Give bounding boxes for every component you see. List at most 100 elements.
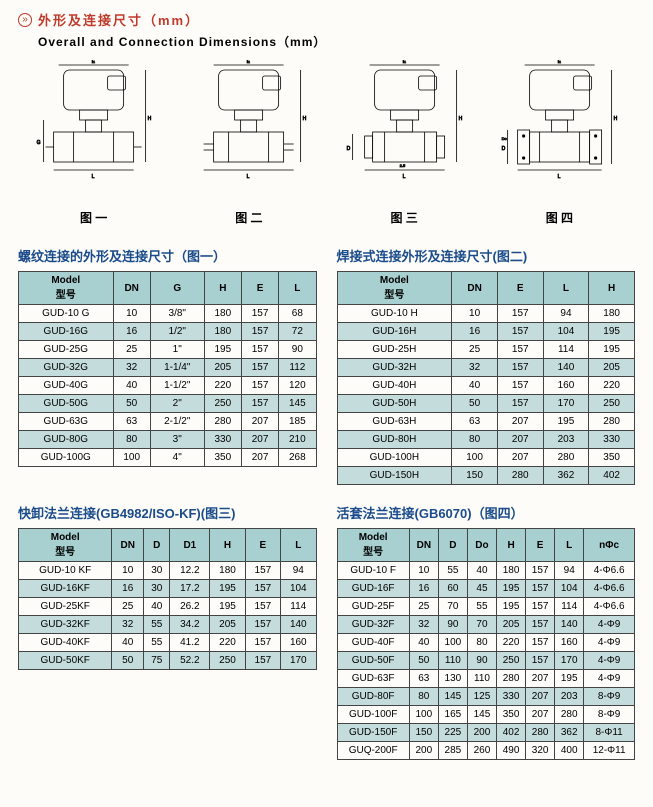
table-cell: 90 xyxy=(279,341,316,359)
table-cell: 207 xyxy=(526,688,555,706)
table-cell: 157 xyxy=(497,359,543,377)
table-cell: 402 xyxy=(497,724,526,742)
table-cell: 8-Φ9 xyxy=(584,706,635,724)
table-cell: 145 xyxy=(467,706,496,724)
svg-text:L: L xyxy=(557,174,560,180)
tables-row-1: 螺纹连接的外形及连接尺寸（图一） Model型号DNGHEL GUD-10 G1… xyxy=(18,246,635,485)
table-cell: 125 xyxy=(467,688,496,706)
table-row: GUD-63F631301102802071954-Φ9 xyxy=(337,670,635,688)
table-cell: 195 xyxy=(589,341,635,359)
table-cell: 94 xyxy=(281,562,316,580)
table-row: GUD-40H40157160220 xyxy=(337,377,635,395)
table-row: GUQ-200F20028526049032040012-Φ11 xyxy=(337,742,635,760)
title-cn: 外形及连接尺寸（mm） xyxy=(38,10,200,29)
table-row: GUD-100G1004"350207268 xyxy=(19,449,317,467)
table-cell: 170 xyxy=(281,652,316,670)
table-row: GUD-63G632-1/2"280207185 xyxy=(19,413,317,431)
table-cell: 32 xyxy=(409,616,438,634)
table-cell: 26.2 xyxy=(170,598,210,616)
table-cell: GUD-16F xyxy=(337,580,409,598)
table-cell: GUD-32G xyxy=(19,359,114,377)
table-cell: 157 xyxy=(526,634,555,652)
table-cell: 195 xyxy=(543,413,589,431)
table-cell: 185 xyxy=(279,413,316,431)
table-cell: 157 xyxy=(245,652,280,670)
table-cell: GUD-80H xyxy=(337,431,452,449)
table-cell: 25 xyxy=(112,598,144,616)
svg-text:H: H xyxy=(613,116,617,122)
table-cell: 157 xyxy=(241,323,278,341)
table-row: GUD-80H80207203330 xyxy=(337,431,635,449)
table-cell: 280 xyxy=(497,467,543,485)
table-cell: 120 xyxy=(279,377,316,395)
table-row: GUD-50F50110902501571704-Φ9 xyxy=(337,652,635,670)
table-cell: 250 xyxy=(589,395,635,413)
table-cell: GUD-32H xyxy=(337,359,452,377)
table-cell: 220 xyxy=(210,634,245,652)
table-header: Do xyxy=(467,529,496,562)
svg-text:L: L xyxy=(92,174,95,180)
table-cell: 205 xyxy=(589,359,635,377)
table-cell: GUD-10 G xyxy=(19,305,114,323)
table-cell: 94 xyxy=(555,562,584,580)
table-cell: 4" xyxy=(150,449,204,467)
table-header: Model型号 xyxy=(19,272,114,305)
table-cell: 52.2 xyxy=(170,652,210,670)
table-cell: 25 xyxy=(409,598,438,616)
table-cell: 104 xyxy=(543,323,589,341)
table-cell: 70 xyxy=(438,598,467,616)
table-cell: 170 xyxy=(555,652,584,670)
table-cell: GUD-40KF xyxy=(19,634,112,652)
table-cell: 140 xyxy=(543,359,589,377)
svg-text:E: E xyxy=(247,60,251,65)
svg-text:G: G xyxy=(37,140,41,146)
table-row: GUD-100H100207280350 xyxy=(337,449,635,467)
table-cell: 220 xyxy=(204,377,241,395)
table-cell: 195 xyxy=(497,598,526,616)
table-cell: 205 xyxy=(204,359,241,377)
table-cell: GUD-16H xyxy=(337,323,452,341)
table-cell: 157 xyxy=(241,395,278,413)
table-row: GUD-50KF507552.2250157170 xyxy=(19,652,317,670)
table-cell: 220 xyxy=(589,377,635,395)
table-cell: 268 xyxy=(279,449,316,467)
table-cell: 16 xyxy=(112,580,144,598)
table-cell: 110 xyxy=(467,670,496,688)
table-cell: 330 xyxy=(204,431,241,449)
table-cell: 157 xyxy=(241,377,278,395)
svg-text:D: D xyxy=(501,146,505,152)
table-header: E xyxy=(497,272,543,305)
table-cell: 280 xyxy=(543,449,589,467)
table3-title: 快卸法兰连接(GB4982/ISO-KF)(图三) xyxy=(18,503,317,522)
table-row: GUD-40KF405541.2220157160 xyxy=(19,634,317,652)
table-cell: 195 xyxy=(204,341,241,359)
table-cell: GUD-50G xyxy=(19,395,114,413)
table-header: Model型号 xyxy=(19,529,112,562)
table-cell: 150 xyxy=(452,467,498,485)
svg-text:2.5: 2.5 xyxy=(399,163,405,168)
table-cell: GUD-16KF xyxy=(19,580,112,598)
table-row: GUD-32KF325534.2205157140 xyxy=(19,616,317,634)
table-cell: 40 xyxy=(409,634,438,652)
table3-block: 快卸法兰连接(GB4982/ISO-KF)(图三) Model型号DNDD1HE… xyxy=(18,503,317,760)
table-cell: 490 xyxy=(497,742,526,760)
table-cell: 205 xyxy=(210,616,245,634)
table-row: GUD-80F801451253302072038-Φ9 xyxy=(337,688,635,706)
table-cell: 90 xyxy=(438,616,467,634)
table-header: L xyxy=(543,272,589,305)
table-cell: 100 xyxy=(452,449,498,467)
table-cell: GUD-50H xyxy=(337,395,452,413)
table-cell: 207 xyxy=(497,431,543,449)
table-cell: 4-Φ9 xyxy=(584,634,635,652)
table-cell: 94 xyxy=(543,305,589,323)
table-header: H xyxy=(204,272,241,305)
svg-text:L: L xyxy=(402,174,405,180)
table-cell: 16 xyxy=(452,323,498,341)
table-cell: GUQ-200F xyxy=(337,742,409,760)
table-cell: 157 xyxy=(497,395,543,413)
table-cell: 2-1/2" xyxy=(150,413,204,431)
valve-drawing-1: E L G H xyxy=(18,60,169,200)
table-cell: 400 xyxy=(555,742,584,760)
table-cell: 207 xyxy=(241,449,278,467)
table-cell: 114 xyxy=(555,598,584,616)
